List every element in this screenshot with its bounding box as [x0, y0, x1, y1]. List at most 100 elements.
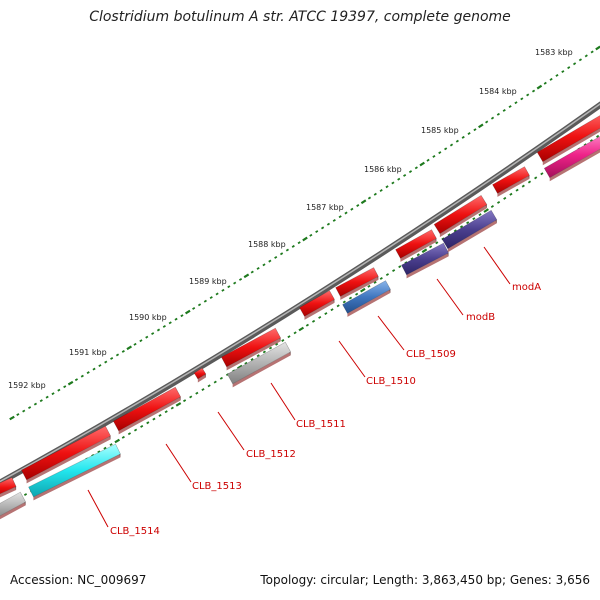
forward-gene-arrow: [220, 327, 282, 371]
minor-tick: [373, 280, 377, 284]
minor-tick: [324, 312, 328, 316]
scale-label-1585-kbp: 1585 kbp: [421, 126, 459, 135]
minor-tick: [281, 339, 285, 342]
major-tick: [421, 248, 428, 254]
minor-tick: [321, 226, 325, 230]
gene-labels: modA modB CLB_1509 CLB_1510 CLB_1511 CLB_1512…: [87, 246, 541, 537]
minor-tick: [275, 342, 279, 346]
gene-label-clb-1509[interactable]: CLB_1509: [377, 315, 456, 360]
gene-arrow-clb-1514: [28, 443, 121, 501]
minor-tick: [209, 296, 213, 300]
forward-gene-arrow: [0, 477, 17, 498]
minor-tick: [404, 261, 408, 265]
minor-tick: [121, 435, 125, 439]
gene-label-clb-1512[interactable]: CLB_1512: [217, 411, 296, 460]
gene-label-clb-1511[interactable]: CLB_1511: [270, 382, 346, 430]
minor-tick: [403, 173, 407, 177]
scale-labels: 1583 kbp 1584 kbp 1585 kbp 1586 kbp 1587 kbp…: [8, 48, 573, 390]
minor-tick: [326, 222, 331, 226]
minor-tick: [28, 406, 32, 410]
major-tick: [478, 123, 484, 129]
minor-tick: [392, 269, 396, 273]
gene-label-text: modB: [466, 312, 495, 323]
minor-tick: [355, 292, 359, 296]
minor-tick: [168, 321, 172, 325]
minor-tick: [33, 402, 38, 406]
minor-tick: [449, 143, 454, 147]
minor-tick: [109, 443, 113, 447]
minor-tick: [16, 413, 20, 416]
major-tick: [595, 45, 600, 51]
minor-tick: [410, 257, 414, 261]
major-tick: [175, 402, 182, 407]
minor-tick: [164, 410, 168, 414]
minor-tick: [285, 248, 289, 252]
genome-summary-text: Topology: circular; Length: 3,863,450 bp…: [260, 573, 590, 587]
minor-tick: [309, 233, 313, 237]
gene-label-moda[interactable]: modA: [483, 246, 541, 293]
accession-text: Accession: NC_009697: [10, 573, 147, 587]
minor-tick: [146, 421, 150, 425]
major-tick: [67, 380, 74, 386]
leader-line: [483, 246, 511, 285]
minor-tick: [578, 58, 583, 62]
gene-label-clb-1514[interactable]: CLB_1514: [87, 489, 160, 537]
gene-label-text: CLB_1513: [192, 481, 242, 492]
minor-tick: [490, 205, 494, 208]
major-tick: [302, 236, 308, 242]
minor-tick: [561, 70, 565, 74]
minor-tick: [526, 93, 530, 97]
minor-tick: [213, 380, 217, 384]
gene-arrow-clb-1509: [342, 280, 391, 317]
minor-tick: [408, 170, 413, 174]
minor-tick: [515, 188, 519, 192]
minor-tick: [233, 281, 237, 285]
minor-tick: [455, 139, 459, 143]
minor-tick: [478, 213, 482, 217]
gene-label-clb-1510[interactable]: CLB_1510: [338, 340, 416, 387]
minor-tick: [350, 207, 354, 211]
minor-tick: [297, 241, 301, 245]
minor-tick: [416, 253, 420, 257]
minor-tick: [121, 349, 125, 353]
forward-gene-arrow: [536, 115, 600, 166]
minor-tick: [520, 97, 524, 101]
minor-tick: [133, 342, 137, 346]
major-tick: [483, 208, 489, 213]
minor-tick: [256, 354, 260, 358]
minor-tick: [151, 332, 155, 336]
minor-tick: [459, 225, 464, 229]
scale-label-1589-kbp: 1589 kbp: [189, 277, 227, 286]
gene-arrow-moda: [441, 209, 498, 253]
minor-tick: [385, 185, 389, 189]
gene-label-modb[interactable]: modB: [436, 278, 495, 323]
minor-tick: [342, 300, 346, 304]
major-tick: [126, 345, 132, 351]
minor-tick: [170, 406, 174, 410]
minor-tick: [338, 215, 342, 219]
major-tick: [9, 415, 15, 421]
minor-tick: [139, 339, 143, 343]
forward-gene-arrow: [492, 166, 530, 197]
scale-label-1583-kbp: 1583 kbp: [535, 48, 573, 57]
minor-tick: [133, 428, 138, 432]
minor-tick: [521, 184, 525, 188]
forward-gene-arrow: [335, 267, 379, 300]
gene-label-text: CLB_1510: [366, 376, 416, 387]
minor-tick: [344, 211, 348, 215]
minor-tick: [315, 230, 319, 234]
minor-tick: [397, 177, 401, 181]
minor-tick: [467, 132, 471, 135]
gene-label-text: modA: [512, 282, 541, 293]
leader-line: [270, 382, 296, 421]
minor-tick: [473, 128, 477, 132]
minor-tick: [373, 192, 377, 196]
minor-tick: [549, 77, 553, 81]
minor-tick: [207, 384, 211, 388]
leader-line: [165, 443, 192, 483]
minor-tick: [45, 395, 49, 399]
gene-label-clb-1513[interactable]: CLB_1513: [165, 443, 242, 492]
minor-tick: [98, 364, 102, 368]
minor-tick: [97, 450, 101, 454]
